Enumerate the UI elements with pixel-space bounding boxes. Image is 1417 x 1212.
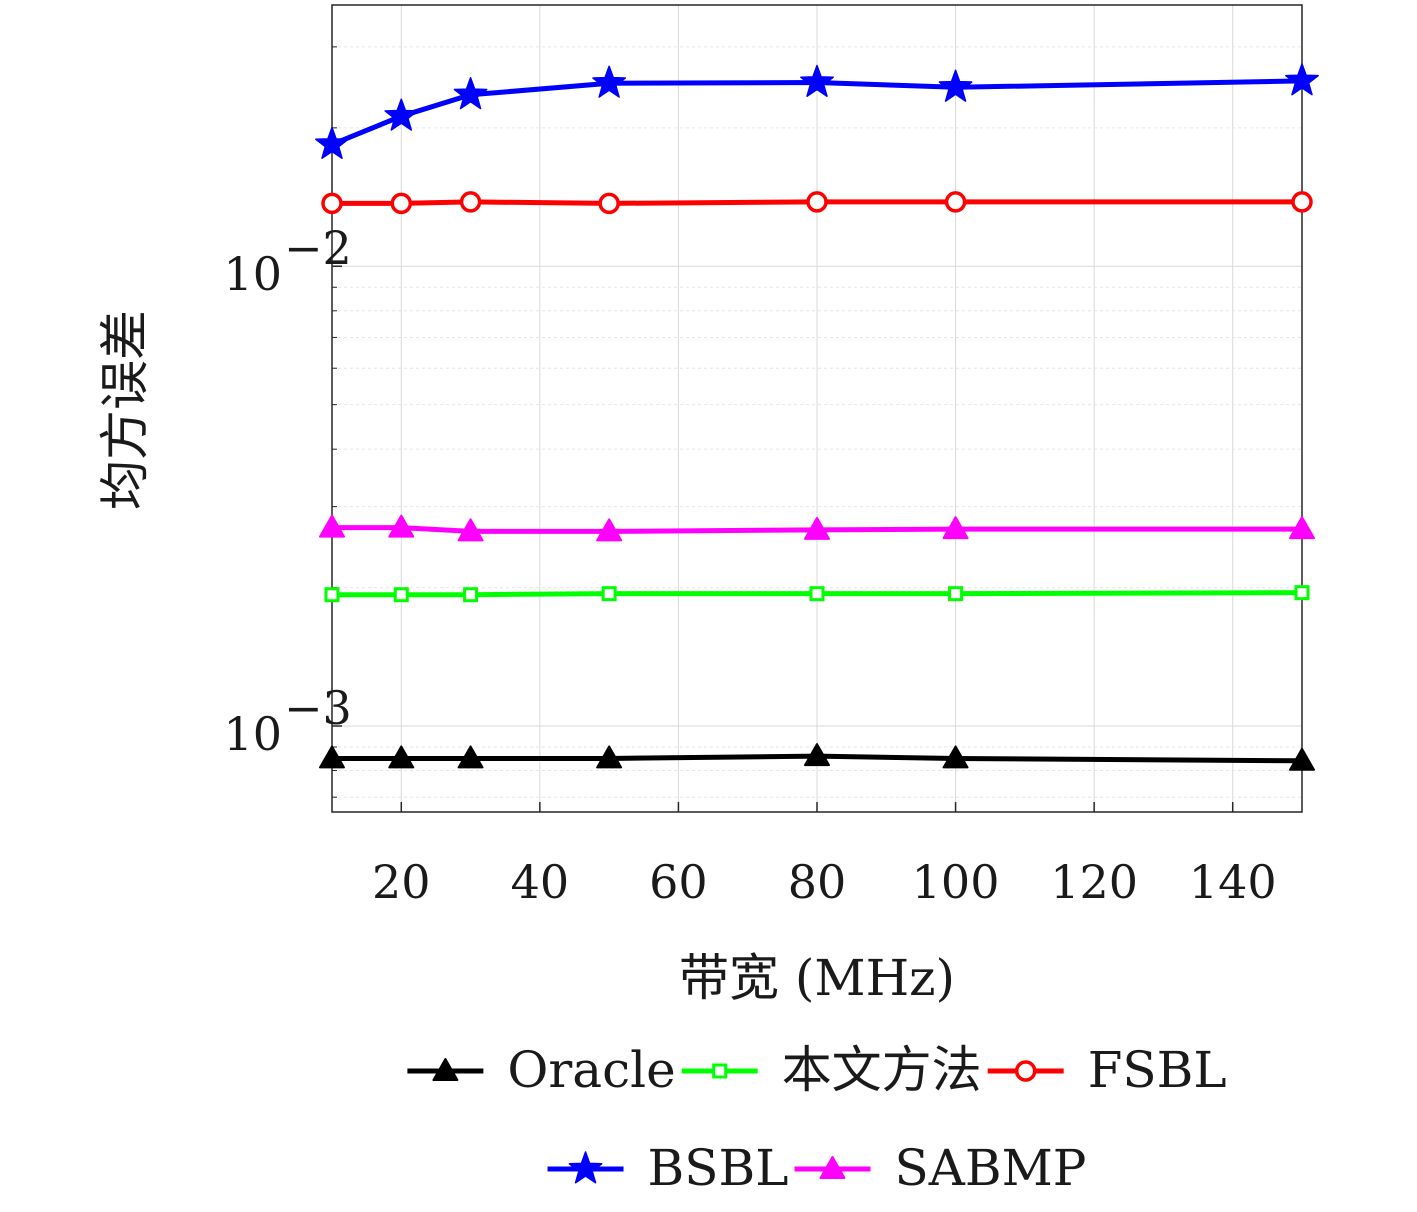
data-point <box>1285 63 1319 96</box>
data-point <box>384 98 419 131</box>
legend-label: FSBL <box>1088 1041 1227 1099</box>
x-tick-label: 20 <box>372 855 431 909</box>
data-point <box>944 191 967 213</box>
data-point <box>601 586 617 602</box>
x-tick-label: 40 <box>511 855 570 909</box>
legend-label: Oracle <box>507 1041 675 1099</box>
data-point <box>463 587 479 603</box>
data-point <box>453 77 488 110</box>
data-point <box>388 745 415 769</box>
series-0 <box>319 743 1315 771</box>
data-point <box>390 192 413 215</box>
data-point <box>598 192 620 215</box>
data-point <box>459 191 482 213</box>
data-point <box>315 126 349 159</box>
data-point <box>804 516 830 540</box>
data-point <box>324 587 340 603</box>
data-point <box>938 69 973 102</box>
legend-swatch-marker <box>819 1156 846 1179</box>
data-point <box>948 586 964 602</box>
data-point <box>457 518 484 542</box>
y-tick-label: 10 <box>223 707 282 761</box>
data-point <box>388 514 415 538</box>
legend-swatch-marker <box>568 1151 603 1184</box>
y-tick-label-base: 10 <box>223 247 282 301</box>
data-point <box>804 743 830 767</box>
y-axis-label: 均方误差 <box>96 310 154 510</box>
series-4 <box>319 514 1315 542</box>
data-point <box>806 191 828 213</box>
legend-item: SABMP <box>794 1139 1087 1197</box>
x-tick-label: 140 <box>1189 855 1277 909</box>
y-tick-label: 10 <box>223 247 282 301</box>
legend-label: BSBL <box>648 1139 789 1197</box>
legend-item: Oracle <box>407 1041 676 1099</box>
series-2 <box>321 191 1313 215</box>
x-tick-label: 60 <box>649 855 708 909</box>
data-point <box>942 745 969 769</box>
legend: Oracle 本文方法 FSBL BSBL SABMP <box>407 1041 1227 1197</box>
series-3 <box>315 63 1319 159</box>
grid <box>332 5 1302 812</box>
legend-item: BSBL <box>547 1139 789 1197</box>
data-point <box>457 745 484 769</box>
y-tick-label-base: 10 <box>223 707 282 761</box>
legend-label: SABMP <box>895 1139 1087 1197</box>
data-point <box>321 192 343 215</box>
data-point <box>1291 191 1313 213</box>
data-point <box>942 516 969 540</box>
x-tick-label: 120 <box>1050 855 1138 909</box>
legend-swatch-marker <box>712 1063 728 1079</box>
data-point <box>596 745 623 769</box>
series-layer <box>315 63 1319 771</box>
series-1 <box>324 585 1310 603</box>
legend-swatch-marker <box>1014 1060 1037 1082</box>
ticks <box>332 46 1234 812</box>
x-tick-label: 100 <box>912 855 1000 909</box>
data-point <box>592 65 627 98</box>
data-point <box>319 514 345 538</box>
data-point <box>800 64 834 97</box>
x-tick-label: 80 <box>788 855 847 909</box>
legend-label: 本文方法 <box>782 1041 982 1099</box>
data-point <box>393 587 409 603</box>
data-point <box>809 586 825 602</box>
data-point <box>1289 516 1315 540</box>
legend-item: FSBL <box>987 1041 1227 1099</box>
legend-swatch-marker <box>432 1058 459 1081</box>
legend-item: 本文方法 <box>681 1041 982 1099</box>
data-point <box>319 745 345 769</box>
y-tick-label-exponent: −3 <box>284 681 352 735</box>
data-point <box>1289 747 1315 771</box>
x-axis-label: 带宽 (MHz) <box>679 949 955 1007</box>
data-point <box>596 518 623 542</box>
data-point <box>1294 585 1310 601</box>
y-tick-label-exponent: −2 <box>284 221 352 275</box>
